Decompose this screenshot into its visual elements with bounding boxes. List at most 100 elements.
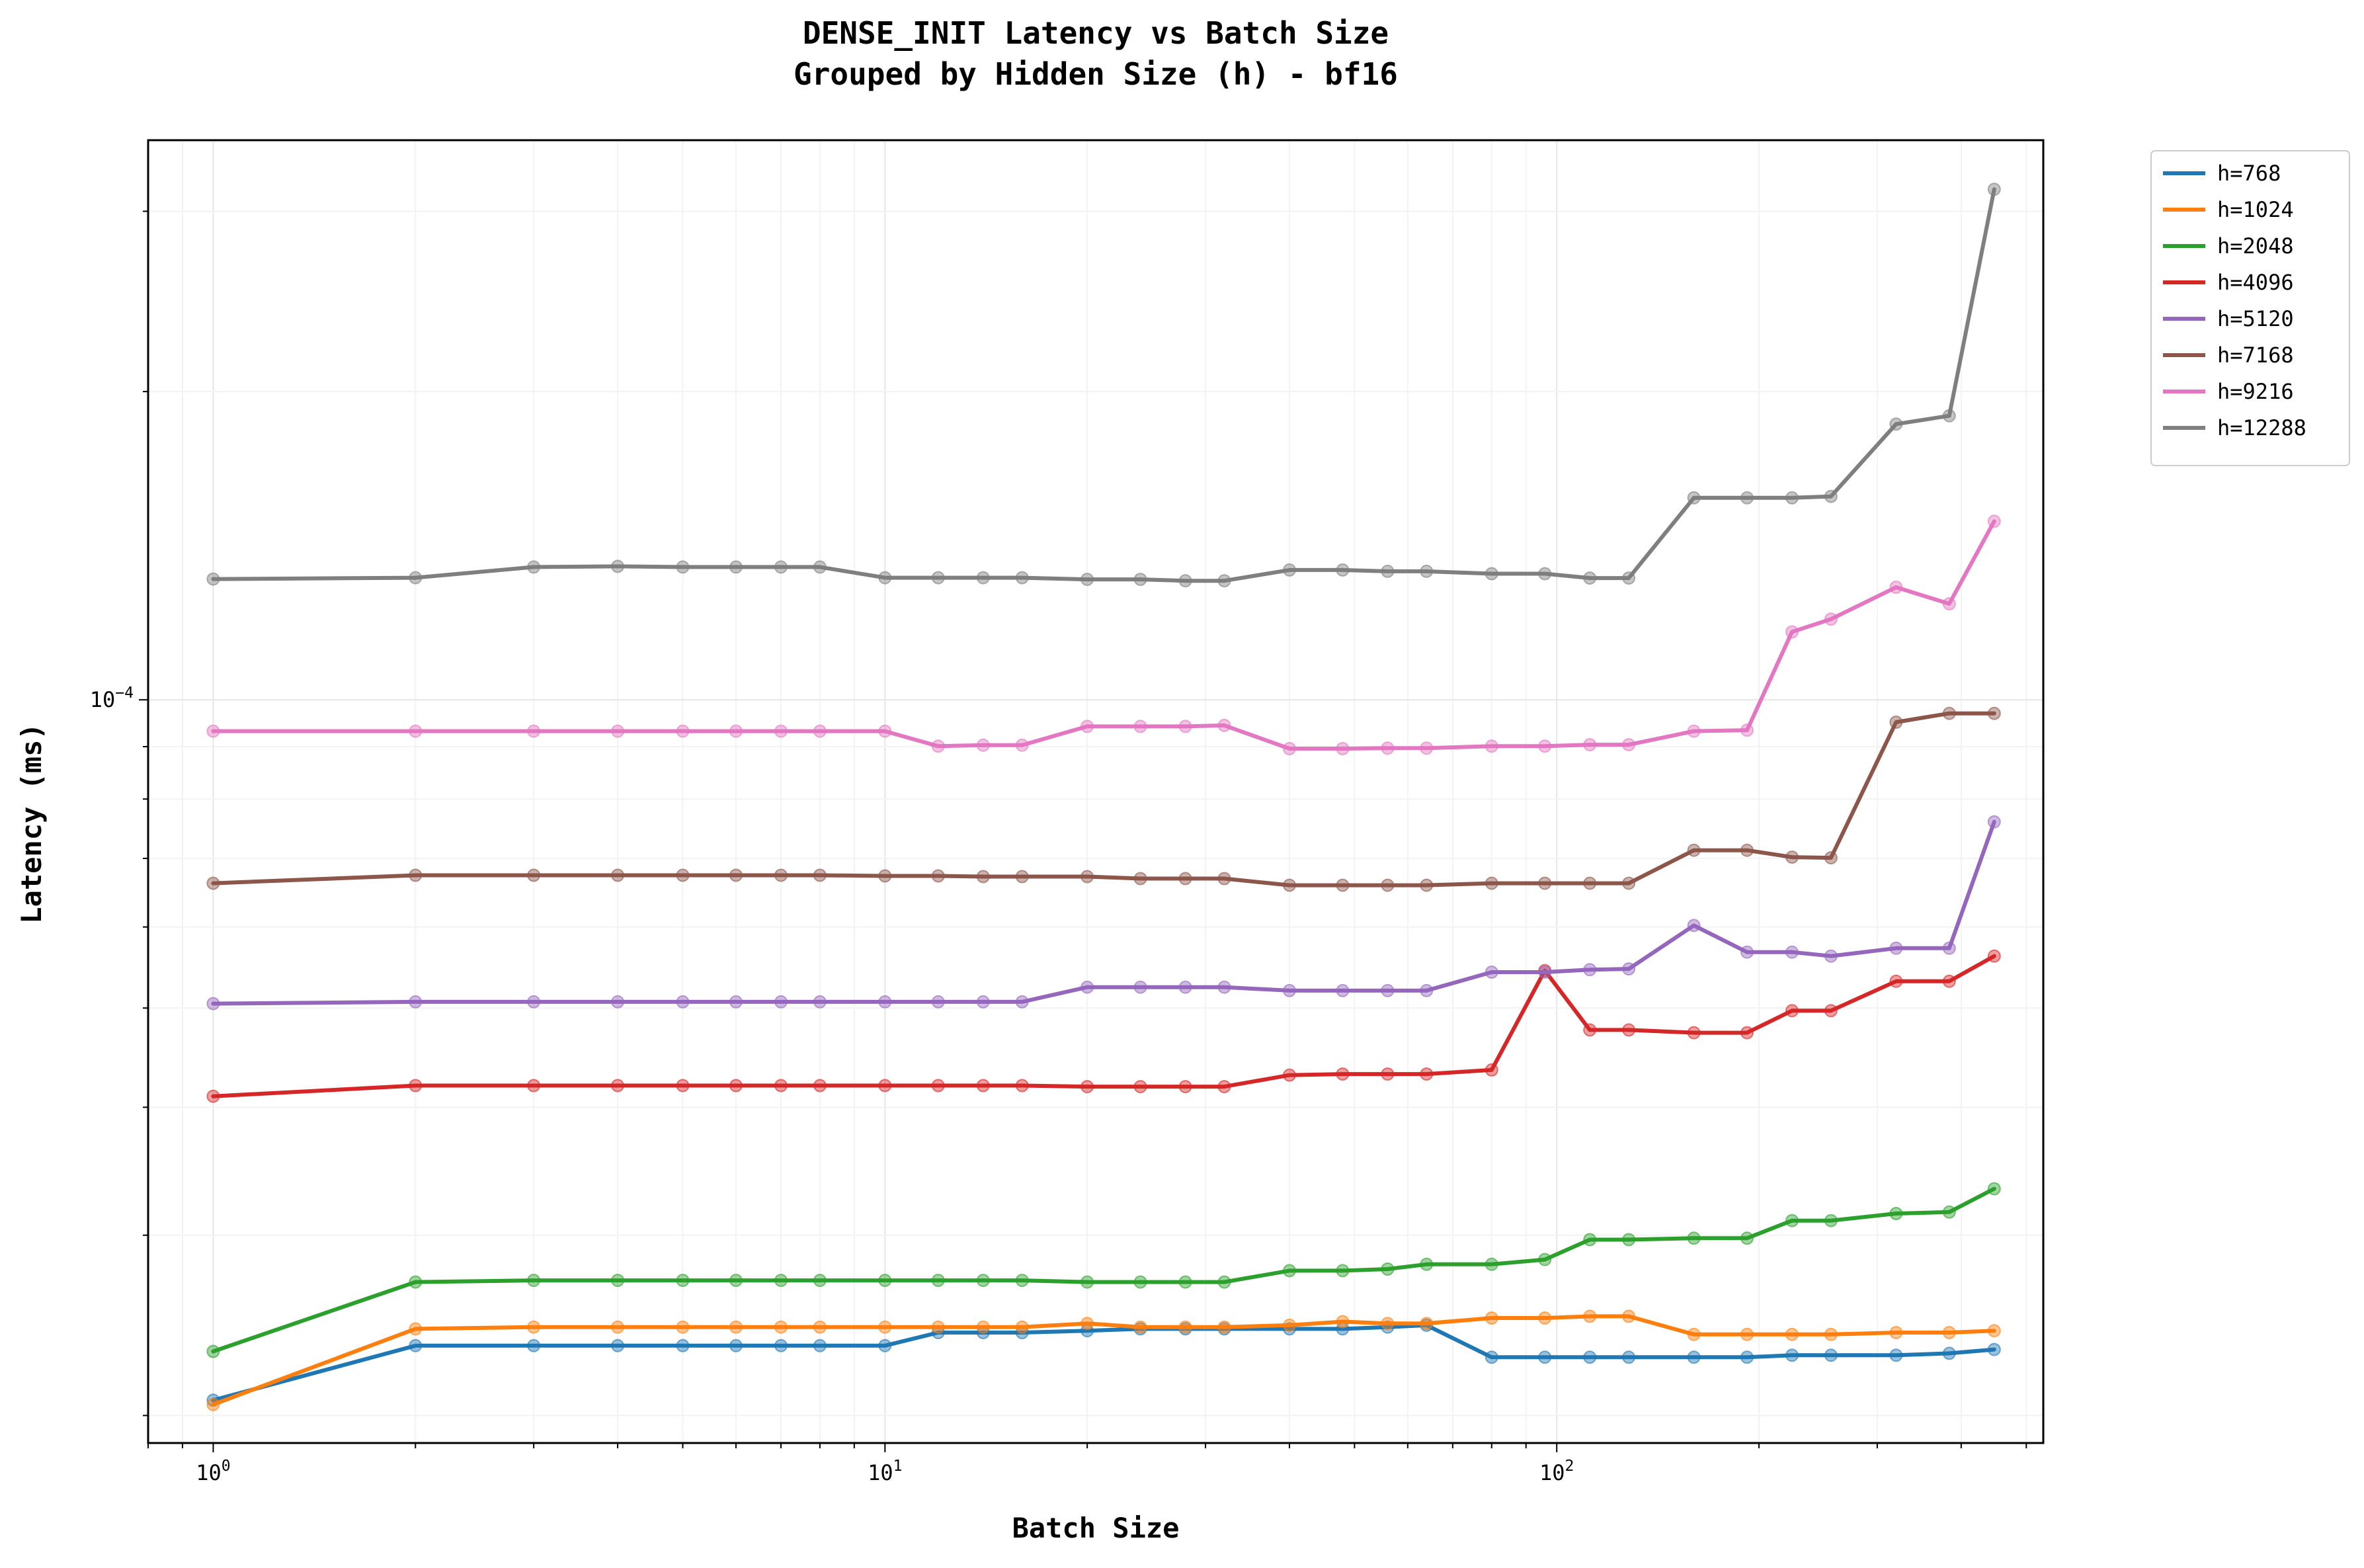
data-point xyxy=(976,1079,990,1093)
legend-frame xyxy=(2150,150,2350,466)
x-tick-label: 102 xyxy=(1539,1458,1574,1485)
data-point xyxy=(1336,1067,1350,1081)
data-point xyxy=(878,1339,892,1352)
data-point xyxy=(409,1275,423,1289)
data-point xyxy=(1381,983,1395,997)
data-point xyxy=(1080,980,1094,994)
data-point xyxy=(1178,1320,1192,1334)
data-point xyxy=(1080,720,1094,733)
data-point xyxy=(527,995,541,1009)
legend-label: h=5120 xyxy=(2217,306,2294,331)
data-point xyxy=(1583,1023,1597,1037)
data-point xyxy=(1583,1350,1597,1364)
data-point xyxy=(1687,919,1701,932)
data-point xyxy=(1889,941,1903,955)
data-point xyxy=(1133,1275,1147,1289)
data-point xyxy=(774,724,788,738)
data-point xyxy=(1824,1348,1838,1362)
data-point xyxy=(1485,1311,1498,1325)
data-point xyxy=(1133,1320,1147,1334)
data-point xyxy=(1178,980,1192,994)
data-point xyxy=(1336,742,1350,755)
data-point xyxy=(813,560,827,574)
data-point xyxy=(1889,974,1903,988)
data-point xyxy=(878,571,892,585)
series-h-7168 xyxy=(206,706,2001,892)
data-point xyxy=(206,1397,220,1411)
data-point xyxy=(1538,739,1552,753)
data-point xyxy=(1015,1274,1029,1288)
data-point xyxy=(1538,1350,1552,1364)
data-point xyxy=(1538,1311,1552,1325)
chart-title: DENSE_INIT Latency vs Batch Size xyxy=(803,15,1389,51)
data-point xyxy=(1420,878,1434,892)
data-point xyxy=(527,560,541,574)
data-point xyxy=(813,724,827,738)
series-h-2048 xyxy=(206,1182,2001,1358)
data-point xyxy=(1015,995,1029,1009)
data-point xyxy=(1889,1348,1903,1362)
legend-label: h=7168 xyxy=(2217,343,2294,368)
data-point xyxy=(931,1274,945,1288)
data-point xyxy=(1217,1080,1231,1094)
series-line xyxy=(211,954,1996,1098)
data-point xyxy=(1687,843,1701,857)
legend-label: h=4096 xyxy=(2217,270,2294,295)
data-point xyxy=(1133,980,1147,994)
data-point xyxy=(1583,1309,1597,1323)
data-point xyxy=(206,1089,220,1103)
data-point xyxy=(1622,962,1636,976)
data-point xyxy=(1942,1346,1956,1360)
data-point xyxy=(1740,1350,1754,1364)
data-point xyxy=(931,571,945,585)
data-point xyxy=(729,724,743,738)
data-point xyxy=(1015,1320,1029,1334)
data-point xyxy=(774,868,788,882)
data-point xyxy=(1485,739,1498,753)
data-point xyxy=(1824,949,1838,963)
data-point xyxy=(1538,567,1552,581)
data-point xyxy=(1538,1253,1552,1266)
data-point xyxy=(1217,1320,1231,1334)
data-point xyxy=(1622,738,1636,752)
data-point xyxy=(1987,706,2001,720)
data-point xyxy=(774,1274,788,1288)
data-point xyxy=(878,1320,892,1334)
data-point xyxy=(976,1274,990,1288)
data-point xyxy=(1381,1067,1395,1081)
data-point xyxy=(1889,1207,1903,1220)
data-point xyxy=(1785,1348,1799,1362)
data-point xyxy=(1942,974,1956,988)
legend-label: h=2048 xyxy=(2217,233,2294,259)
data-point xyxy=(1420,1317,1434,1331)
data-point xyxy=(813,1320,827,1334)
data-point xyxy=(1080,870,1094,884)
series-h-5120 xyxy=(206,815,2001,1011)
data-point xyxy=(878,724,892,738)
data-point xyxy=(1824,1214,1838,1227)
data-point xyxy=(931,739,945,753)
data-point xyxy=(1687,1231,1701,1245)
data-point xyxy=(1824,489,1838,503)
legend: h=768 h=1024 h=2048 h=4096 h=5120 h=7168 h=921… xyxy=(2150,150,2350,466)
data-point xyxy=(1785,1004,1799,1018)
data-point xyxy=(976,738,990,752)
data-point xyxy=(774,560,788,574)
data-point xyxy=(527,868,541,882)
data-point xyxy=(1740,723,1754,737)
data-point xyxy=(1740,1327,1754,1341)
data-point xyxy=(1785,945,1799,959)
data-point xyxy=(1420,564,1434,578)
data-point xyxy=(1133,573,1147,587)
data-point xyxy=(1824,612,1838,626)
data-point xyxy=(1687,1026,1701,1040)
data-point xyxy=(676,1274,690,1288)
data-point xyxy=(1824,1327,1838,1341)
data-point xyxy=(1133,720,1147,733)
data-point xyxy=(611,1339,625,1352)
data-point xyxy=(976,571,990,585)
data-point xyxy=(1987,949,2001,963)
